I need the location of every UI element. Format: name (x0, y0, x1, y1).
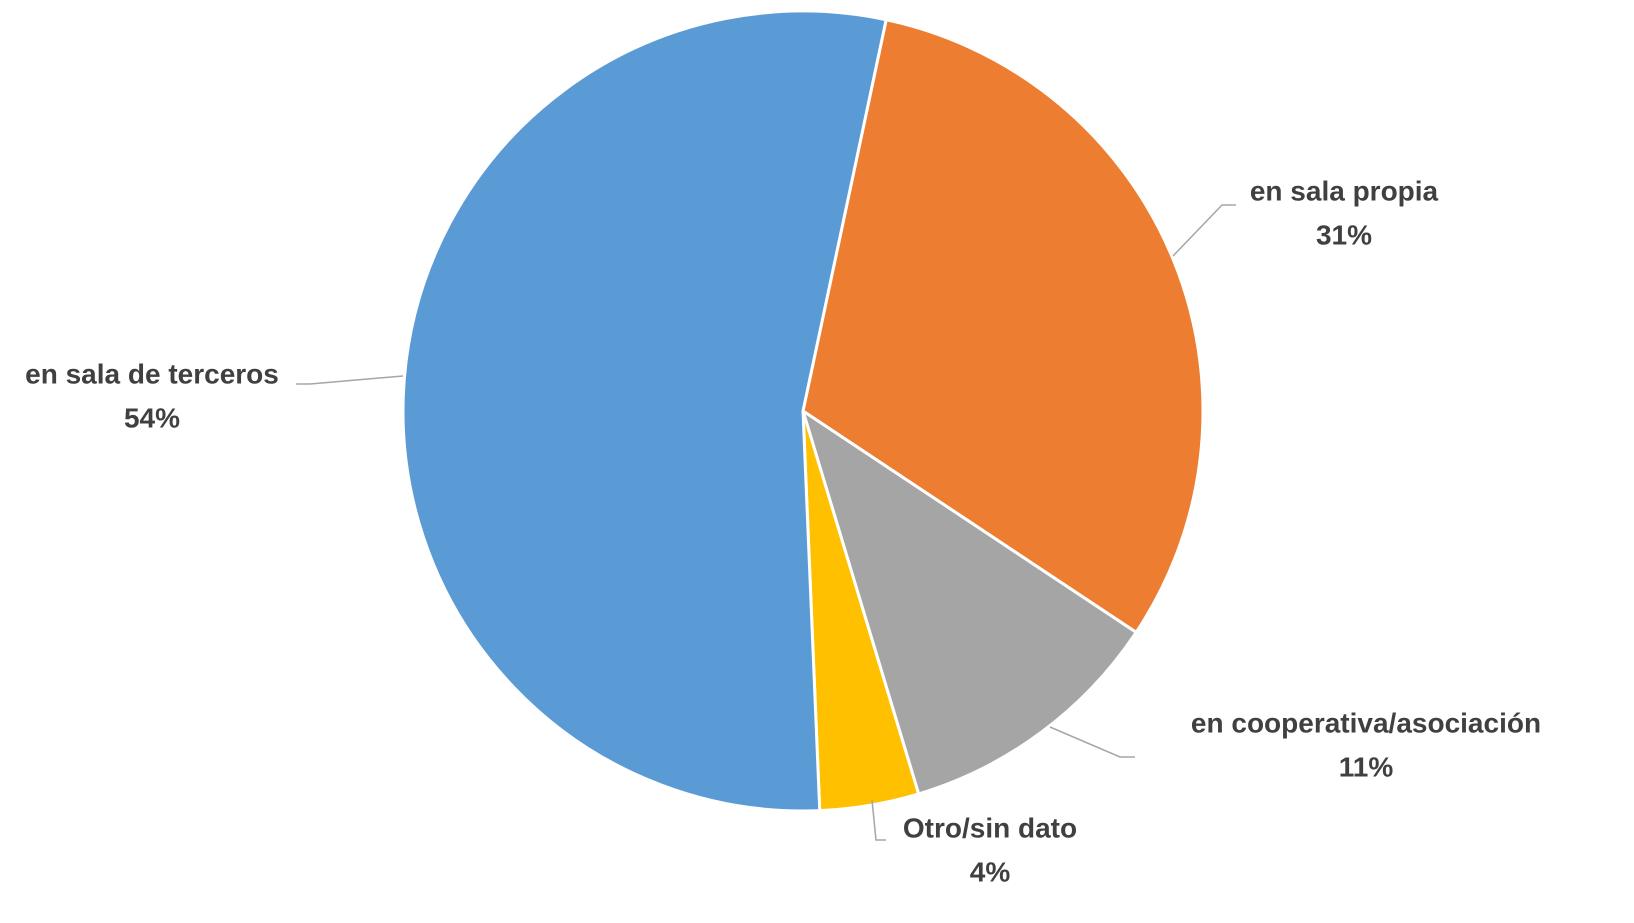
slices (401, 9, 1205, 813)
pie-slice (401, 9, 888, 813)
value-label: 54% (124, 402, 180, 433)
pie-slice (801, 17, 1205, 635)
leader-line (1049, 726, 1135, 758)
leader-line (871, 799, 886, 841)
slice-label: en sala propia (1250, 175, 1439, 206)
slice-label: en cooperativa/asociación (1191, 707, 1541, 738)
leader-line (1172, 204, 1236, 257)
labels: en sala propia 31% en cooperativa/asociaci… (25, 175, 1541, 887)
slice-label: Otro/sin dato (903, 812, 1077, 843)
leader-line (296, 375, 404, 385)
slice-label: en sala de terceros (25, 358, 279, 389)
value-label: 4% (970, 856, 1011, 887)
value-label: 31% (1316, 219, 1372, 250)
value-label: 11% (1339, 751, 1394, 782)
pie-slice (800, 407, 1139, 796)
